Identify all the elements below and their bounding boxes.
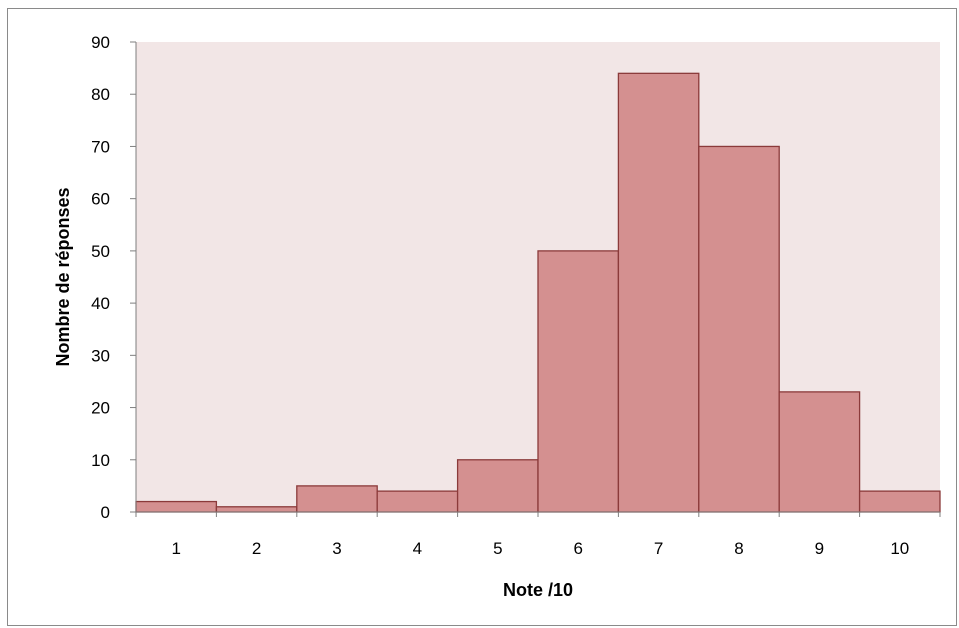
x-tick-label: 4 bbox=[413, 539, 422, 558]
y-tick-label: 90 bbox=[91, 33, 110, 52]
x-tick-labels: 1 2 3 4 5 6 7 8 9 10 bbox=[171, 539, 909, 558]
y-tick-label: 40 bbox=[91, 294, 110, 313]
y-tick-label: 30 bbox=[91, 346, 110, 365]
x-axis-title: Note /10 bbox=[503, 580, 573, 600]
y-tick-label: 70 bbox=[91, 137, 110, 156]
axes-group bbox=[130, 41, 941, 517]
x-tick-label: 6 bbox=[573, 539, 582, 558]
bars-group bbox=[135, 72, 941, 513]
y-tick-label: 0 bbox=[101, 503, 110, 522]
x-tick-label: 10 bbox=[890, 539, 909, 558]
y-tick-label: 60 bbox=[91, 190, 110, 209]
x-tick-label: 7 bbox=[654, 539, 663, 558]
bar-8 bbox=[698, 145, 780, 513]
y-tick-label: 20 bbox=[91, 399, 110, 418]
bar-2 bbox=[215, 506, 298, 513]
x-tick-label: 8 bbox=[734, 539, 743, 558]
bar-5 bbox=[456, 459, 539, 513]
bar-3 bbox=[296, 485, 378, 513]
y-axis-title: Nombre de réponses bbox=[53, 187, 73, 366]
x-tick-label: 1 bbox=[171, 539, 180, 558]
x-tick-label: 5 bbox=[493, 539, 502, 558]
x-tick-label: 9 bbox=[815, 539, 824, 558]
x-tick-label: 3 bbox=[332, 539, 341, 558]
bar-1 bbox=[135, 500, 218, 513]
bar-4 bbox=[376, 490, 459, 513]
bar-6 bbox=[537, 250, 620, 513]
y-tick-labels: 0 10 20 30 40 50 60 70 80 90 bbox=[91, 33, 110, 522]
x-tick-label: 2 bbox=[252, 539, 261, 558]
bar-9 bbox=[778, 391, 861, 513]
bar-10 bbox=[858, 490, 941, 513]
y-tick-label: 10 bbox=[91, 451, 110, 470]
y-tick-label: 80 bbox=[91, 85, 110, 104]
bar-7 bbox=[617, 72, 700, 513]
y-tick-label: 50 bbox=[91, 242, 110, 261]
